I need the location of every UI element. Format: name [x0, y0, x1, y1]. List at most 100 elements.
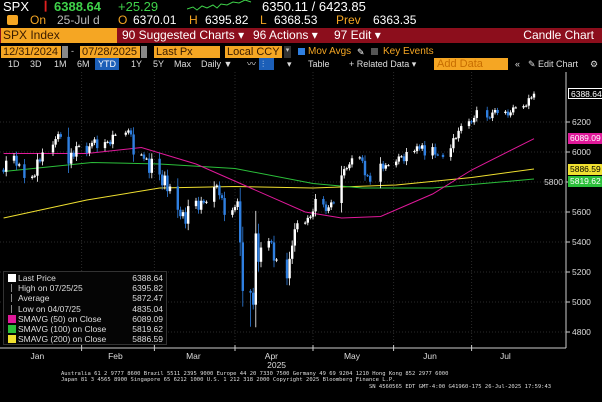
date-separator: - [71, 46, 74, 56]
legend-item[interactable]: High on 07/25/25 6395.82 [4, 283, 166, 293]
period-1y[interactable]: 1Y [131, 59, 143, 69]
y-tick-label: 6200 [572, 117, 591, 127]
candle-body [67, 136, 70, 164]
footer-contacts-1: Australia 61 2 9777 8600 Brazil 5511 239… [61, 371, 449, 377]
candle-body [36, 159, 39, 176]
legend-item[interactable]: Average 5872.47 [4, 293, 166, 303]
candle-body [275, 259, 278, 261]
x-tick-label: Feb [108, 351, 123, 361]
candle-body [54, 139, 57, 145]
edit-menu[interactable]: 97 Edit ▾ [334, 28, 381, 42]
price-tag: 5819.62 [568, 175, 602, 187]
candle-body [236, 201, 239, 208]
candle-body [77, 145, 81, 147]
candle-body [288, 258, 291, 279]
start-date-input[interactable]: 12/31/2024 [1, 46, 61, 58]
period-5y[interactable]: 5Y [153, 59, 165, 69]
mov-avgs-label[interactable]: Mov Avgs [308, 46, 352, 57]
candle-body [470, 121, 473, 123]
candle-body [202, 200, 205, 203]
candle-body [168, 186, 172, 192]
candle-body [509, 112, 512, 116]
candle-body [270, 241, 273, 243]
legend-item[interactable]: Last Price 6388.64 [4, 273, 166, 283]
frequency-select[interactable]: Daily ▼ [201, 59, 233, 69]
candle-body [38, 159, 42, 162]
legend-swatch [8, 325, 16, 333]
candle-body [522, 106, 525, 108]
chart-legend: Last Price 6388.64 High on 07/25/25 6395.82… [3, 271, 167, 345]
legend-marker-icon [11, 284, 12, 293]
candle-body [504, 111, 507, 113]
candle-body [176, 186, 179, 210]
candle-chart-icon[interactable]: ⫶ [259, 58, 274, 70]
x-tick-label: May [344, 351, 361, 361]
suggested-charts-menu[interactable]: 90 Suggested Charts ▾ [122, 28, 245, 42]
candle-body [132, 134, 135, 155]
sma100-line [3, 161, 535, 189]
period-1d[interactable]: 1D [8, 59, 20, 69]
legend-value: 5886.59 [132, 334, 163, 345]
candle-body [402, 156, 406, 162]
period-3d[interactable]: 3D [30, 59, 42, 69]
legend-item[interactable]: SMAVG (200) on Close 5886.59 [4, 334, 166, 344]
key-events-label[interactable]: Key Events [383, 46, 434, 57]
key-events-checkbox[interactable] [371, 48, 378, 55]
legend-item[interactable]: SMAVG (100) on Close 5819.62 [4, 324, 166, 334]
calendar-icon[interactable] [141, 46, 147, 58]
candle-body [5, 160, 8, 172]
candle-body [330, 202, 333, 208]
legend-item[interactable]: Low on 04/07/25 4835.04 [4, 304, 166, 314]
actions-menu[interactable]: 96 Actions ▾ [253, 28, 318, 42]
currency-select[interactable]: Local CCY [225, 46, 282, 58]
legend-item[interactable]: SMAVG (50) on Close 6089.09 [4, 314, 166, 324]
candle-body [231, 210, 234, 215]
period-max[interactable]: Max [174, 59, 192, 69]
edit-chart-button[interactable]: Edit Chart [538, 59, 579, 69]
candle-body [405, 152, 408, 162]
legend-value: 6388.64 [132, 273, 163, 283]
security-field[interactable]: SPX Index [1, 28, 117, 43]
y-tick-label: 6000 [572, 147, 591, 157]
end-date-input[interactable]: 07/28/2025 [80, 46, 140, 58]
candle-chart[interactable]: 4800 5000 5200 5400 5600 5800 6000 6200 Jan Feb Ma… [0, 72, 602, 372]
candle-body [384, 165, 387, 169]
legend-marker-icon [11, 294, 12, 303]
candle-body [223, 198, 226, 215]
add-data-input[interactable]: Add Data [434, 58, 508, 70]
y-tick-label: 5600 [572, 207, 591, 217]
legend-value: 6395.82 [132, 283, 163, 294]
period-6m[interactable]: 6M [77, 59, 90, 69]
field-select[interactable]: Last Px [154, 46, 220, 58]
mov-avgs-checkbox[interactable] [298, 48, 305, 55]
candle-body [395, 161, 398, 166]
pencil-icon[interactable]: ✎ [357, 47, 365, 57]
chevron-down-icon[interactable]: ▾ [287, 59, 292, 69]
candle-body [434, 147, 437, 155]
candle-body [452, 138, 455, 149]
gauge-icon[interactable] [7, 15, 18, 25]
candle-body [179, 209, 182, 217]
price-tag: 6089.09 [568, 133, 602, 145]
chevron-down-icon[interactable]: ▾ [284, 46, 291, 58]
collapse-button[interactable]: « [515, 59, 521, 69]
ticker-symbol[interactable]: SPX [3, 0, 30, 14]
x-tick-label: Apr [265, 351, 278, 361]
candle-body [218, 185, 221, 196]
period-ytd[interactable]: YTD [95, 58, 119, 70]
footer-contacts-2: Japan 81 3 4565 8900 Singapore 65 6212 1… [61, 377, 396, 383]
table-button[interactable]: Table [308, 59, 330, 69]
line-chart-icon[interactable]: 〰 [247, 59, 257, 69]
gear-icon[interactable]: ⚙ [590, 59, 599, 69]
candle-body [486, 110, 489, 118]
candle-body [249, 290, 252, 293]
period-1m[interactable]: 1M [54, 59, 67, 69]
calendar-icon[interactable] [62, 46, 68, 58]
candle-body [467, 121, 471, 127]
legend-label: High on 07/25/25 [18, 283, 83, 294]
candle-body [415, 146, 419, 152]
candle-body [514, 107, 517, 109]
pencil-icon[interactable]: ✎ [528, 59, 536, 69]
prev-value: 6363.35 [373, 13, 417, 27]
related-data-button[interactable]: + Related Data ▾ [349, 59, 417, 69]
